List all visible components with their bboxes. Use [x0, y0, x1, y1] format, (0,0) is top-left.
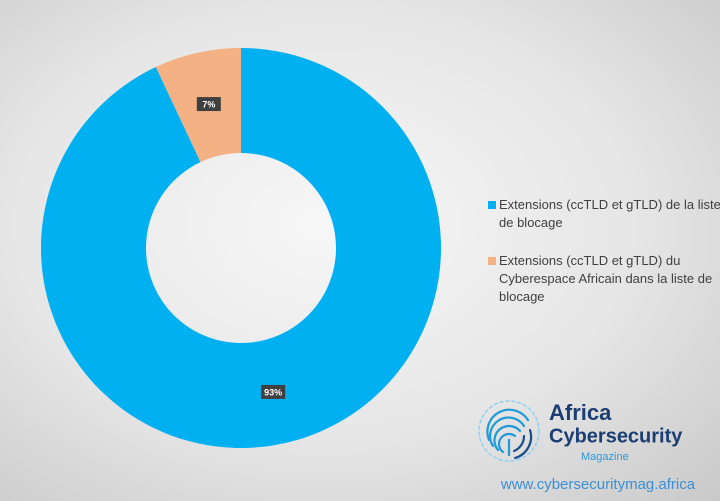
url: www.cybersecuritymag.africa	[500, 476, 696, 493]
legend-label: Extensions (ccTLD et gTLD) du Cyberespac…	[499, 253, 713, 304]
legend-item: Extensions (ccTLD et gTLD) de la liste d…	[488, 196, 720, 232]
legend-item: Extensions (ccTLD et gTLD) du Cyberespac…	[488, 252, 720, 306]
logo-line1: Africa	[549, 400, 612, 425]
data-label: 7%	[202, 99, 215, 109]
data-label-box	[196, 97, 221, 112]
data-label: 93%	[264, 387, 282, 397]
logo-line3: Magazine	[581, 451, 629, 463]
legend-swatch	[488, 201, 496, 209]
logo-line2: Cybersecurity	[549, 425, 683, 447]
data-labels: 93% 7%	[196, 97, 286, 399]
logo-icon	[478, 400, 540, 462]
legend-label: Extensions (ccTLD et gTLD) de la liste d…	[499, 197, 720, 230]
donut-segment	[40, 48, 441, 448]
donut	[40, 48, 441, 448]
legend-swatch	[488, 257, 496, 265]
data-label-box	[261, 384, 286, 399]
